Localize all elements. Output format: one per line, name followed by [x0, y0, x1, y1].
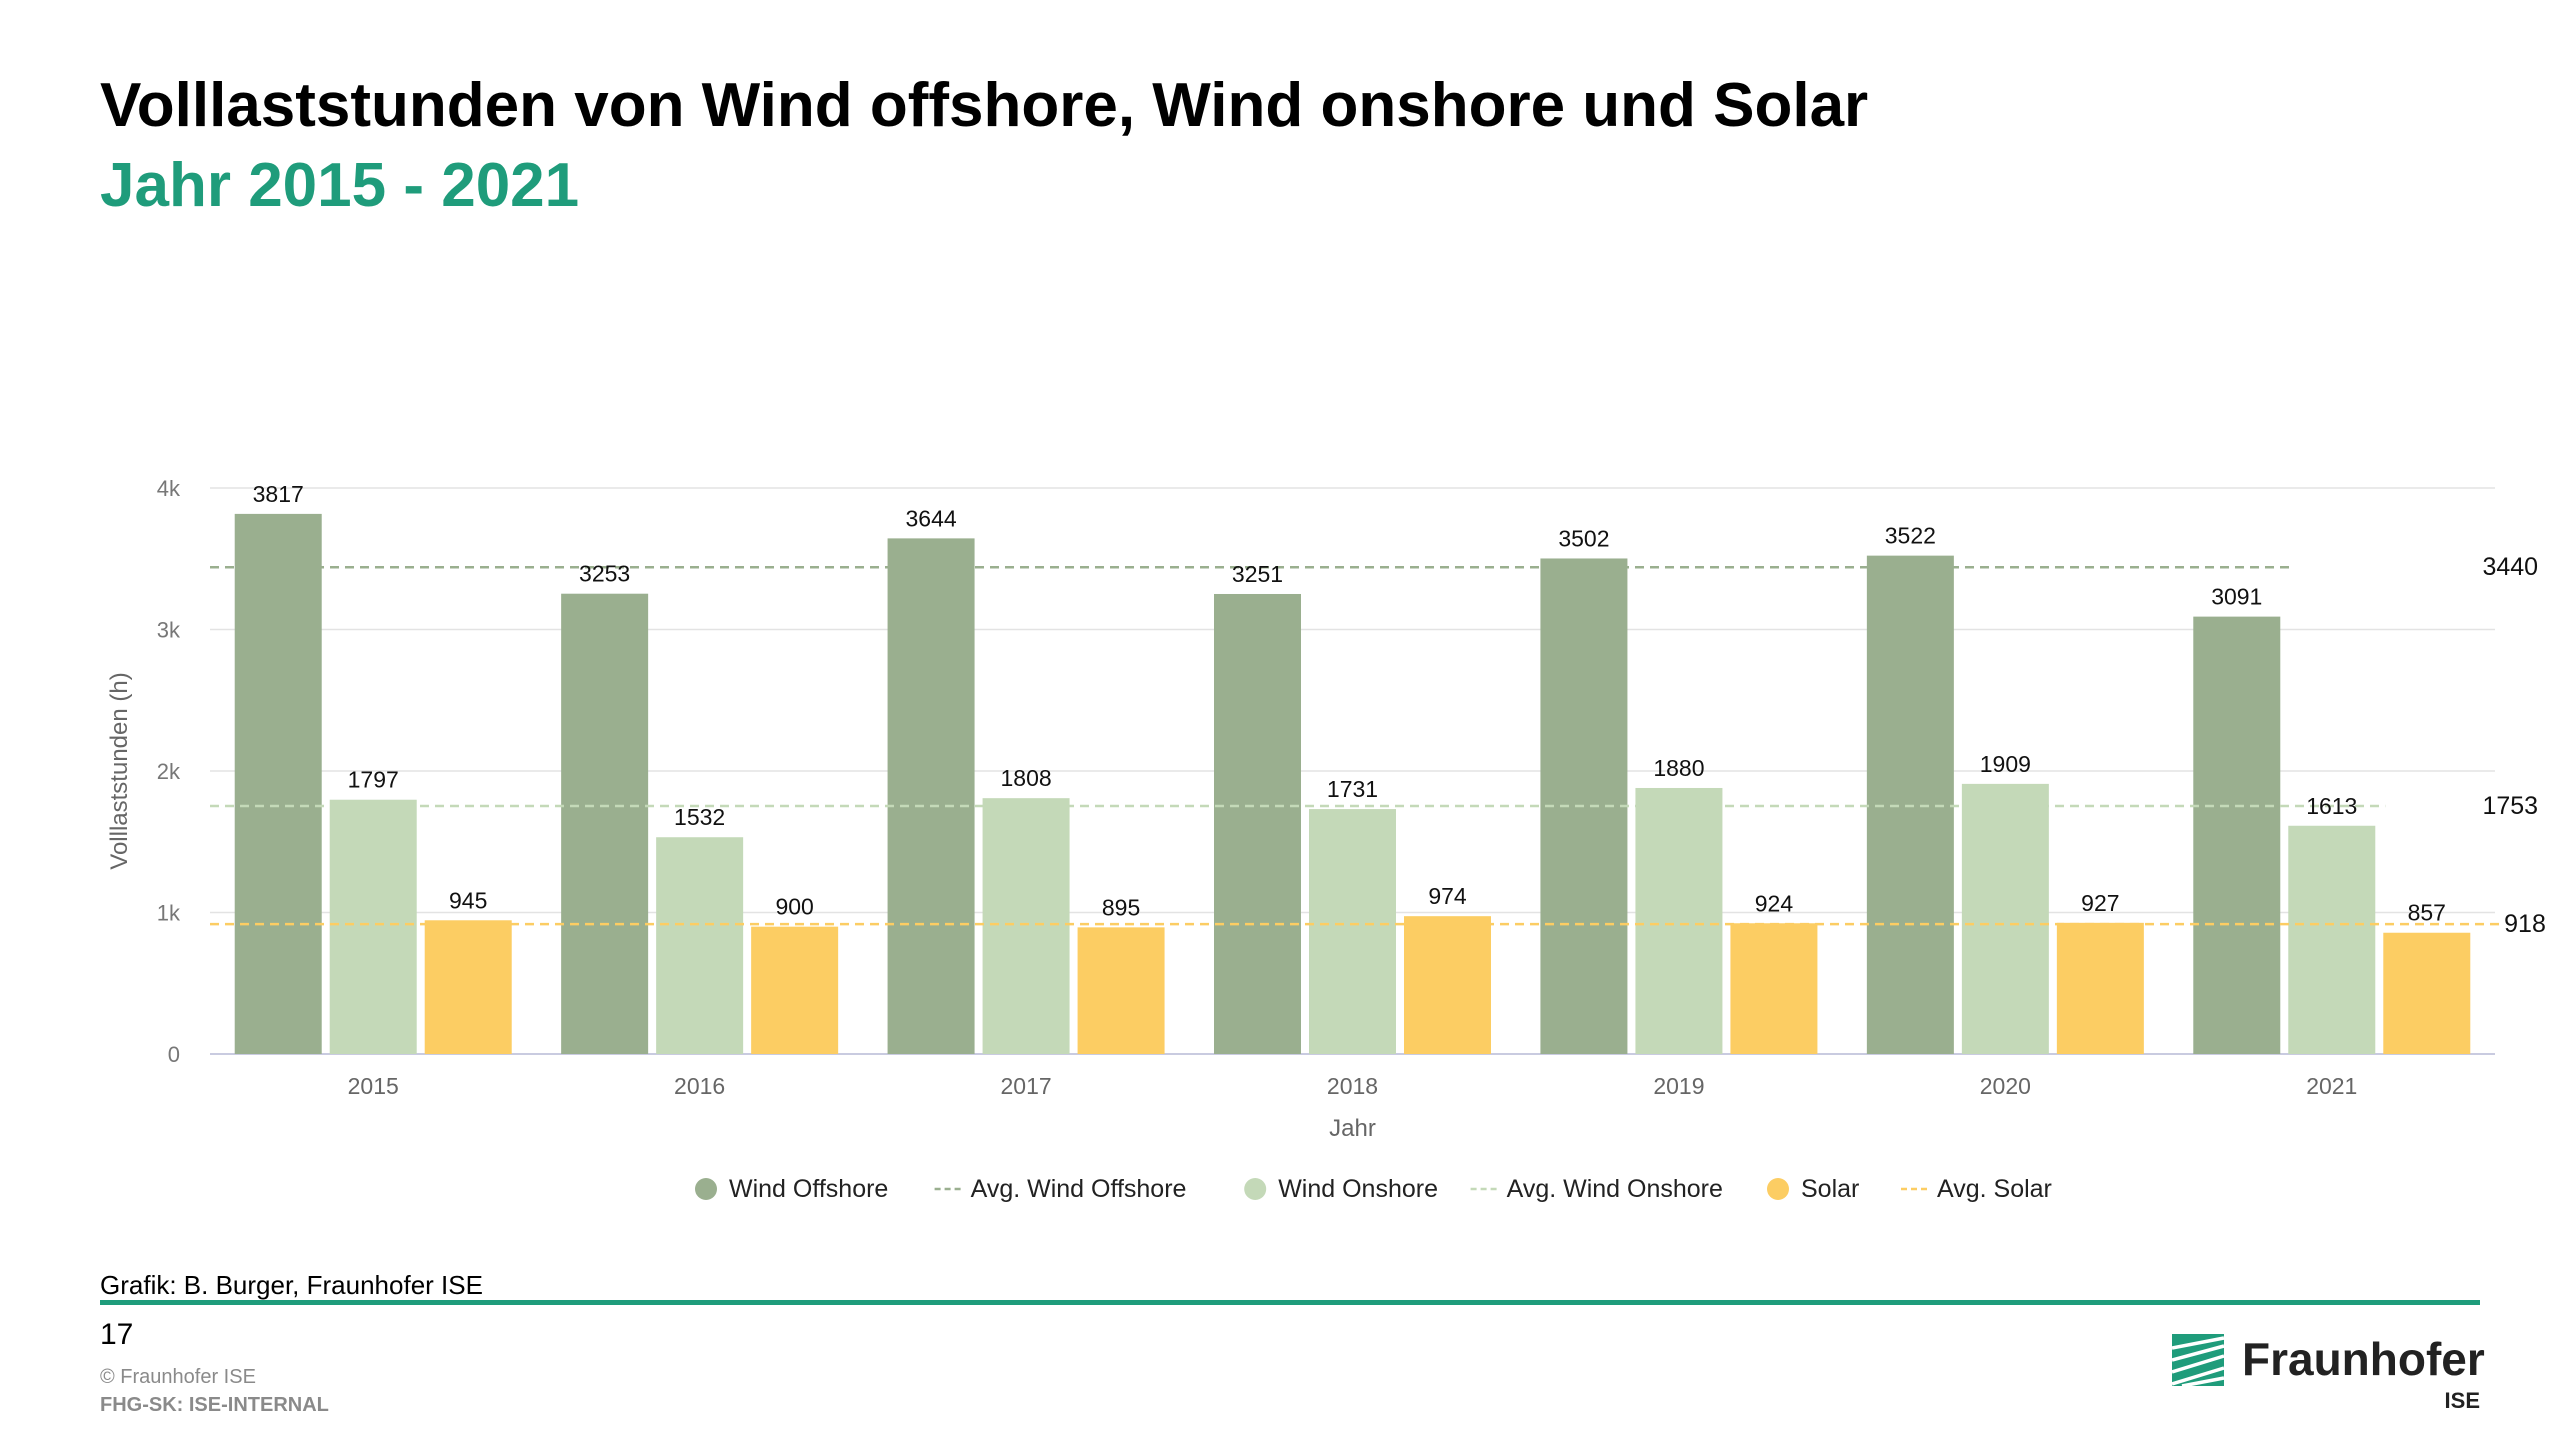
bar-wind-offshore	[1214, 593, 1301, 1054]
bar-value-label: 1613	[2306, 793, 2357, 819]
bar-value-label: 857	[2408, 900, 2446, 926]
average-value-label: 1753	[2482, 792, 2538, 820]
bar-value-label: 1731	[1327, 776, 1378, 802]
bar-wind-offshore	[887, 538, 975, 1054]
y-tick-label: 0	[168, 1042, 180, 1067]
bar-solar	[2056, 922, 2144, 1054]
bar-value-label: 3644	[905, 505, 956, 531]
legend-label: Avg. Solar	[1937, 1175, 2052, 1203]
fraunhofer-logo-mark-icon	[2172, 1334, 2225, 1388]
classification-label: FHG-SK: ISE-INTERNAL	[100, 1394, 329, 1416]
slide-title: Volllaststunden von Wind offshore, Wind …	[100, 71, 1869, 140]
bar-value-label: 900	[775, 894, 813, 920]
y-tick-label: 4k	[157, 476, 181, 501]
bar-value-label: 1880	[1653, 755, 1704, 781]
y-tick-label: 3k	[157, 618, 181, 643]
bar-wind-onshore	[329, 799, 417, 1054]
bar-value-label: 3817	[253, 481, 304, 507]
logo-sub: ISE	[2444, 1388, 2480, 1413]
bar-solar	[751, 926, 839, 1054]
bar-value-label: 895	[1102, 894, 1140, 920]
x-tick-label: 2019	[1653, 1073, 1704, 1099]
x-tick-label: 2018	[1327, 1073, 1378, 1099]
bar-solar	[1404, 916, 1491, 1054]
legend-item: Avg. Wind Offshore	[934, 1175, 1187, 1203]
average-lines-layer: 3440 1753 918	[210, 553, 2546, 938]
legend-item: Avg. Wind Onshore	[1470, 1175, 1723, 1203]
bar-wind-onshore	[1309, 809, 1396, 1054]
bar-wind-onshore	[656, 837, 744, 1054]
fraunhofer-logo: Fraunhofer ISE	[2172, 1330, 2485, 1420]
bar-value-label: 974	[1428, 883, 1467, 909]
bar-wind-onshore	[1635, 787, 1723, 1054]
bar-solar	[424, 920, 512, 1054]
legend-label: Wind Offshore	[729, 1175, 888, 1203]
y-tick-label: 2k	[157, 759, 181, 784]
y-axis-label: Volllaststunden (h)	[106, 672, 133, 869]
x-tick-label: 2020	[1980, 1073, 2031, 1099]
legend-item: Wind Offshore	[695, 1175, 888, 1203]
legend-marker-icon	[1244, 1178, 1267, 1200]
legend-item: Wind Onshore	[1244, 1175, 1438, 1203]
legend-label: Avg. Wind Onshore	[1507, 1175, 1723, 1203]
copyright-notice: © Fraunhofer ISE	[100, 1366, 256, 1388]
bar-wind-onshore	[982, 798, 1070, 1054]
bar-wind-onshore	[1961, 783, 2049, 1054]
bar-solar	[2383, 932, 2471, 1054]
x-tick-label: 2017	[1000, 1073, 1051, 1099]
slide-subtitle: Jahr 2015 - 2021	[100, 151, 580, 220]
bar-value-label: 924	[1755, 890, 1794, 916]
legend-label: Solar	[1801, 1175, 1859, 1203]
labels-layer: 3817 1797 945 2015 3253 1532 900 2016 3644 1808 89…	[253, 481, 2446, 1142]
bar-value-label: 1532	[674, 804, 725, 830]
x-tick-label: 2015	[348, 1073, 399, 1099]
legend-marker-icon	[1767, 1178, 1789, 1200]
bars-layer	[234, 513, 2471, 1054]
x-axis-label: Jahr	[1329, 1115, 1376, 1142]
x-tick-label: 2016	[674, 1073, 725, 1099]
legend-item: Avg. Solar	[1901, 1175, 2052, 1203]
bar-wind-offshore	[2193, 616, 2281, 1054]
bar-value-label: 3253	[579, 561, 630, 587]
legend-label: Avg. Wind Offshore	[971, 1175, 1187, 1203]
full-load-hours-chart: 0 1k 2k 3k 4k Volllaststunden (h) 3440 1753 918…	[106, 476, 2546, 1203]
bar-solar	[1077, 927, 1165, 1054]
bar-wind-offshore	[561, 593, 649, 1054]
bar-value-label: 1909	[1980, 751, 2031, 777]
bar-value-label: 1808	[1000, 765, 1051, 791]
graphic-credit: Grafik: B. Burger, Fraunhofer ISE	[100, 1270, 483, 1300]
bar-value-label: 3091	[2211, 584, 2262, 610]
legend-label: Wind Onshore	[1278, 1175, 1438, 1203]
bar-wind-onshore	[2288, 825, 2376, 1054]
bar-value-label: 3502	[1558, 525, 1609, 551]
bar-solar	[1730, 923, 1818, 1054]
legend-item: Solar	[1767, 1175, 1859, 1203]
x-tick-label: 2021	[2306, 1073, 2357, 1099]
legend-marker-icon	[695, 1178, 717, 1200]
y-tick-label: 1k	[157, 901, 181, 926]
legend: Wind Offshore Avg. Wind Offshore Wind Onsh…	[695, 1175, 2052, 1203]
bar-value-label: 927	[2081, 890, 2119, 916]
bar-wind-offshore	[234, 513, 322, 1054]
bar-value-label: 1797	[348, 767, 399, 793]
footer-divider	[100, 1300, 2480, 1305]
logo-wordmark: Fraunhofer	[2242, 1333, 2485, 1385]
average-value-label: 918	[2504, 910, 2546, 938]
bar-value-label: 945	[449, 887, 487, 913]
bar-value-label: 3522	[1885, 523, 1936, 549]
average-value-label: 3440	[2482, 553, 2538, 581]
bar-value-label: 3251	[1232, 561, 1283, 587]
page-number: 17	[100, 1318, 134, 1351]
